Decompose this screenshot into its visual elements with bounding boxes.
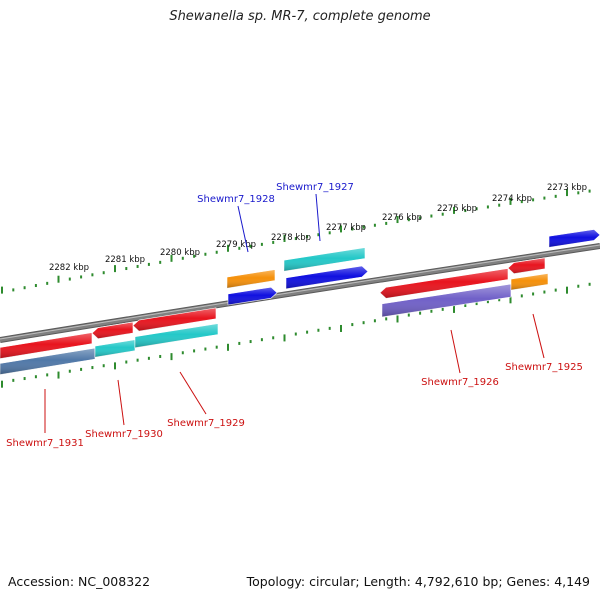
- gene-feature: [227, 286, 278, 306]
- ruler-label: 2280 kbp: [160, 248, 200, 258]
- gene-feature: [132, 307, 217, 332]
- genome-backbone: [0, 243, 600, 343]
- gene-label[interactable]: Shewmr7_1931: [6, 438, 84, 449]
- gene-feature: [0, 347, 96, 375]
- gene-label[interactable]: Shewmr7_1929: [167, 418, 245, 429]
- ruler-label: 2277 kbp: [326, 223, 366, 233]
- gene-label-leader-line: [450, 329, 461, 374]
- gene-feature: [134, 323, 219, 349]
- gene-feature: [226, 269, 276, 289]
- accession-text: Accession: NC_008322: [8, 574, 151, 589]
- gene-label[interactable]: Shewmr7_1926: [421, 377, 499, 388]
- ruler-label: 2276 kbp: [382, 213, 422, 223]
- gene-feature: [283, 247, 366, 272]
- gene-label-leader-line: [237, 205, 249, 253]
- ruler-label: 2282 kbp: [49, 263, 89, 273]
- gene-label-leader-line: [179, 371, 207, 415]
- gene-feature: [507, 257, 546, 274]
- ruler-label: 2279 kbp: [216, 240, 256, 250]
- ruler-label: 2281 kbp: [105, 255, 145, 265]
- ruler-label: 2278 kbp: [271, 233, 311, 243]
- genome-summary-text: Topology: circular; Length: 4,792,610 bp…: [246, 574, 590, 589]
- gene-feature: [91, 321, 134, 339]
- gene-feature: [285, 265, 369, 290]
- gene-label-leader-line: [532, 313, 545, 359]
- ruler-label: 2273 kbp: [547, 183, 587, 193]
- gene-features: [0, 229, 600, 375]
- gene-label-leader-line: [117, 379, 125, 426]
- ruler-labels: 2282 kbp 2281 kbp 2280 kbp 2279 kbp 2278 kbp…: [49, 183, 587, 273]
- gene-label-leader-line: [315, 193, 321, 242]
- gene-feature: [510, 273, 549, 291]
- gene-label[interactable]: Shewmr7_1928: [197, 194, 275, 205]
- gene-label[interactable]: Shewmr7_1930: [85, 429, 163, 440]
- gene-feature: [548, 229, 600, 248]
- gene-label[interactable]: Shewmr7_1925: [505, 362, 583, 373]
- ruler-ticks-upper: [1, 189, 591, 294]
- gene-label[interactable]: Shewmr7_1927: [276, 182, 354, 193]
- gene-feature: [379, 268, 509, 299]
- ruler-ticks-lower: [1, 282, 591, 388]
- genome-title: Shewanella sp. MR-7, complete genome: [169, 9, 431, 24]
- gene-feature: [0, 332, 93, 359]
- ruler-label: 2275 kbp: [437, 204, 477, 214]
- ruler-label: 2274 kbp: [492, 194, 532, 204]
- gene-feature: [381, 283, 512, 318]
- gene-feature: [94, 339, 136, 358]
